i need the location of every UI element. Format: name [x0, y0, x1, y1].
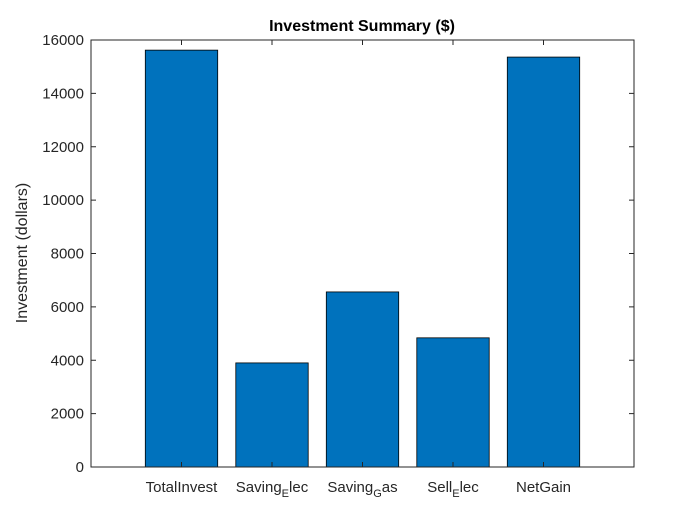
y-tick-label-0: 0 — [76, 459, 84, 476]
y-tick-label-1: 2000 — [51, 406, 84, 423]
x-axis-ticks: TotalInvest SavingElec SavingGas SellElec Ne… — [146, 40, 571, 500]
x-tick-label-4: NetGain — [516, 479, 571, 496]
y-tick-label-2: 4000 — [51, 352, 84, 369]
y-tick-label-5: 10000 — [42, 192, 84, 209]
y-tick-label-8: 16000 — [42, 32, 84, 49]
y-tick-label-4: 8000 — [51, 246, 84, 263]
chart-title: Investment Summary ($) — [269, 18, 455, 35]
y-tick-label-7: 14000 — [42, 85, 84, 102]
y-tick-label-6: 12000 — [42, 139, 84, 156]
y-axis-label: Investment (dollars) — [14, 183, 31, 324]
bar-0 — [144, 49, 219, 468]
y-axis-ticks: 0 2000 4000 6000 8000 10000 12000 14000 16000 — [42, 32, 634, 476]
bar-3 — [416, 337, 490, 468]
bar-2 — [325, 291, 400, 468]
x-tick-label-0: TotalInvest — [146, 479, 219, 496]
x-tick-label-3: SellElec — [427, 479, 479, 500]
bar-1 — [235, 362, 309, 468]
y-tick-label-3: 6000 — [51, 299, 84, 316]
bars-group — [144, 49, 581, 468]
bar-4 — [506, 56, 581, 468]
plot-area-frame — [90, 39, 635, 468]
x-tick-label-2: SavingGas — [327, 479, 397, 500]
x-tick-label-1: SavingElec — [236, 479, 309, 500]
